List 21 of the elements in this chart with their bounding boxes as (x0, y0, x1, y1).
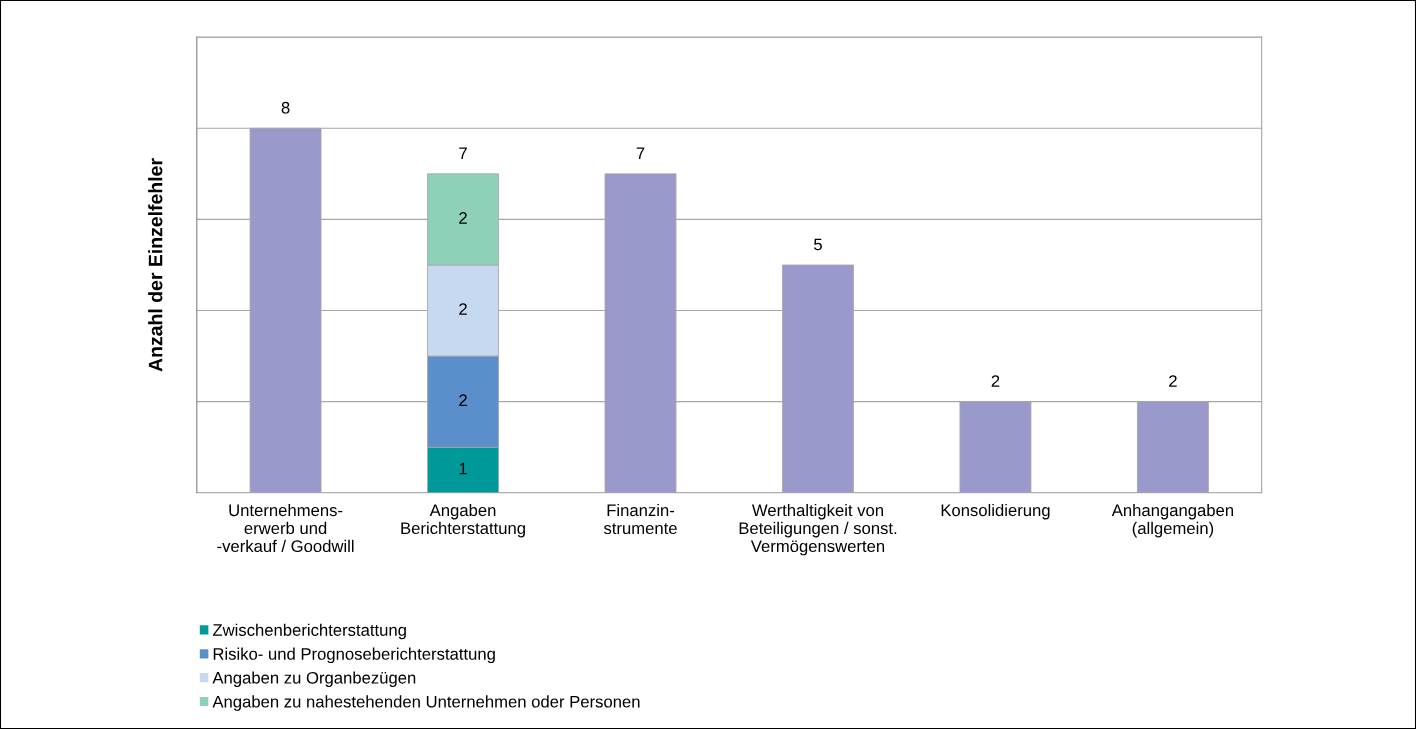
legend-label: Zwischenberichterstattung (212, 623, 406, 640)
data-label: 7 (636, 147, 645, 160)
data-label: 2 (991, 375, 1000, 387)
data-label: 2 (1169, 375, 1177, 387)
x-tick-label: Angaben Berichterstattung (401, 503, 525, 538)
x-tick-label: Werthaltigkeit von Beteiligungen / sonst. Vermögenswerten (739, 503, 897, 556)
legend-label: Risiko- und Prognoseberichterstattung (213, 647, 495, 664)
data-label: 2 (459, 394, 467, 406)
legend-label: Angaben zu Organbezügen (212, 671, 416, 687)
data-label: 2 (459, 303, 467, 315)
y-axis-title: Anzahl der Einzelfehler (148, 158, 163, 372)
data-label: 5 (814, 238, 822, 251)
x-tick-label: Anhangangaben (allgemein) (1111, 503, 1234, 538)
total-label: 7 (459, 147, 467, 160)
x-tick-label: Finanzin- strumente (603, 503, 677, 535)
legend-label: Angaben zu nahestehenden Unternehmen oder Personen (212, 695, 640, 711)
data-label: 8 (281, 101, 290, 114)
data-label: 2 (459, 212, 467, 224)
x-tick-label: Konsolidierung (941, 503, 1050, 520)
x-tick-label: Unternehmens- erwerb und -verkauf / Goodwill (217, 503, 354, 553)
data-label: 1 (459, 462, 467, 475)
